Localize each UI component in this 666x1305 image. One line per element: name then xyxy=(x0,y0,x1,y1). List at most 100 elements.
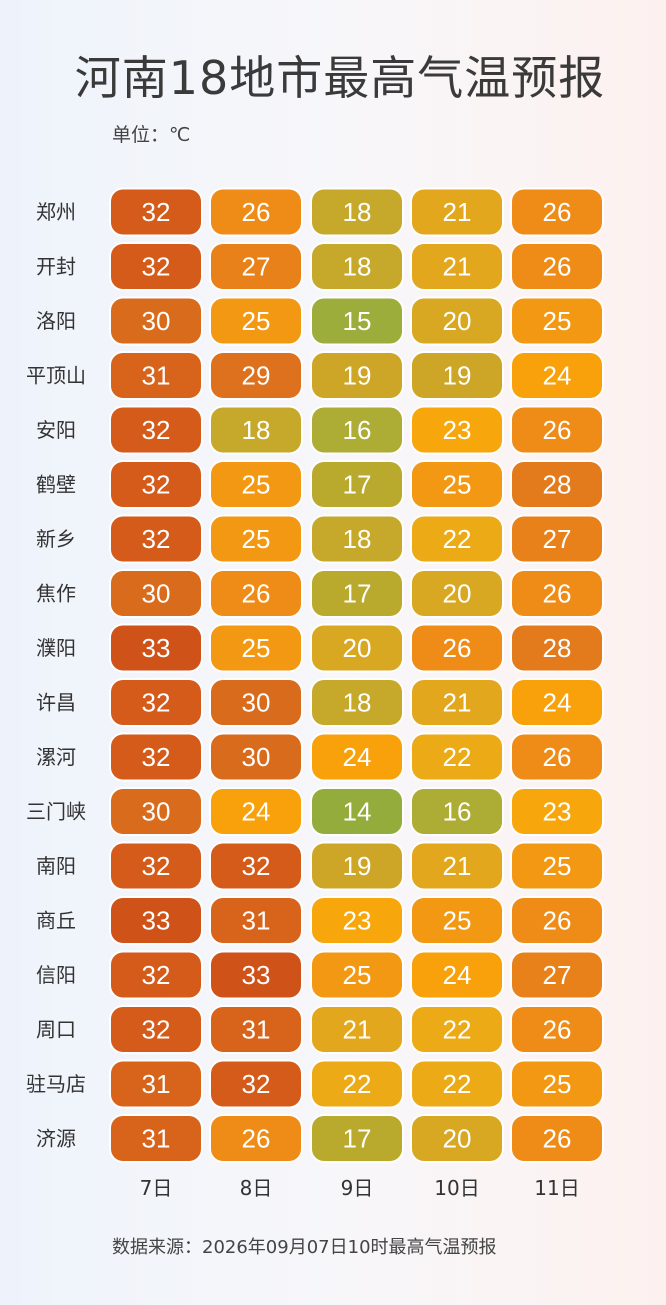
cell-value: 24 xyxy=(242,797,271,827)
cell-value: 23 xyxy=(343,906,372,936)
column-label-3: 10日 xyxy=(434,1176,479,1200)
heatmap-cell xyxy=(412,1061,502,1107)
row-label-9: 许昌 xyxy=(36,691,76,715)
heatmap-cell xyxy=(512,1061,602,1107)
cell-value: 21 xyxy=(443,252,472,282)
heatmap-cell xyxy=(211,625,301,671)
row-label-2: 洛阳 xyxy=(36,309,76,333)
heatmap-cell xyxy=(512,407,602,453)
heatmap-cell xyxy=(312,244,402,289)
cell-value: 27 xyxy=(543,524,572,554)
heatmap-cell xyxy=(312,298,402,344)
cell-value: 18 xyxy=(242,415,271,445)
heatmap-cell xyxy=(111,298,201,344)
heatmap-cell xyxy=(211,244,301,289)
heatmap-cell xyxy=(211,789,301,834)
heatmap-cell xyxy=(111,1007,201,1052)
heatmap-cell xyxy=(111,898,201,943)
cell-value: 19 xyxy=(443,361,472,391)
heatmap-cell xyxy=(111,680,201,725)
row-label-17: 济源 xyxy=(36,1127,76,1151)
heatmap-cell xyxy=(211,843,301,889)
heatmap-cell xyxy=(211,407,301,453)
cell-value: 32 xyxy=(142,851,171,881)
cell-value: 32 xyxy=(142,470,171,500)
cell-value: 22 xyxy=(443,524,472,554)
row-label-8: 濮阳 xyxy=(36,636,76,660)
heatmap-cell xyxy=(412,571,502,616)
cell-value: 21 xyxy=(343,1015,372,1045)
heatmap-cell xyxy=(312,571,402,616)
cell-value: 26 xyxy=(543,1015,572,1045)
heatmap-cell xyxy=(412,244,502,289)
heatmap-cell xyxy=(412,353,502,398)
cell-value: 18 xyxy=(343,197,372,227)
heatmap-cell xyxy=(412,516,502,562)
cell-value: 22 xyxy=(443,1069,472,1099)
cell-value: 27 xyxy=(242,252,271,282)
column-label-0: 7日 xyxy=(140,1176,173,1200)
heatmap-cell xyxy=(211,189,301,235)
cell-value: 19 xyxy=(343,851,372,881)
heatmap-cell xyxy=(412,952,502,998)
heatmap-cell xyxy=(312,407,402,453)
cell-value: 26 xyxy=(543,906,572,936)
cell-value: 24 xyxy=(543,688,572,718)
cell-value: 31 xyxy=(242,906,271,936)
cell-value: 26 xyxy=(543,252,572,282)
cell-value: 17 xyxy=(343,1124,372,1154)
heatmap-cell xyxy=(211,298,301,344)
cell-value: 32 xyxy=(142,524,171,554)
heatmap-cell xyxy=(512,298,602,344)
row-label-11: 三门峡 xyxy=(26,800,86,824)
heatmap-cell xyxy=(211,734,301,780)
row-label-14: 信阳 xyxy=(36,963,76,987)
cell-value: 25 xyxy=(242,633,271,663)
heatmap-cell xyxy=(512,516,602,562)
row-label-4: 安阳 xyxy=(36,418,76,442)
cell-value: 18 xyxy=(343,524,372,554)
heatmap-cell xyxy=(412,407,502,453)
cell-value: 26 xyxy=(543,1124,572,1154)
cell-value: 32 xyxy=(142,1015,171,1045)
cell-value: 26 xyxy=(443,633,472,663)
cell-value: 23 xyxy=(443,415,472,445)
row-label-0: 郑州 xyxy=(36,200,76,224)
cell-value: 29 xyxy=(242,361,271,391)
row-label-6: 新乡 xyxy=(36,527,76,551)
cell-value: 28 xyxy=(543,470,572,500)
heatmap-cell xyxy=(312,516,402,562)
cell-value: 21 xyxy=(443,197,472,227)
heatmap-cell xyxy=(312,680,402,725)
cell-value: 32 xyxy=(142,688,171,718)
heatmap-cell xyxy=(111,353,201,398)
heatmap-cell xyxy=(111,516,201,562)
heatmap-cell xyxy=(412,680,502,725)
heatmap-cell xyxy=(412,843,502,889)
heatmap-cell xyxy=(312,189,402,235)
row-label-16: 驻马店 xyxy=(26,1072,86,1096)
cell-value: 27 xyxy=(543,960,572,990)
heatmap-cell xyxy=(512,898,602,943)
cell-value: 22 xyxy=(443,742,472,772)
cell-value: 32 xyxy=(242,851,271,881)
column-label-4: 11日 xyxy=(534,1176,579,1200)
heatmap-cell xyxy=(412,734,502,780)
cell-value: 32 xyxy=(142,197,171,227)
heatmap-cell xyxy=(111,734,201,780)
cell-value: 30 xyxy=(142,797,171,827)
heatmap-cell xyxy=(512,1116,602,1161)
heatmap-cell xyxy=(312,789,402,834)
page-title: 河南18地市最高气温预报 xyxy=(74,51,606,105)
heatmap-cell xyxy=(111,407,201,453)
cell-value: 26 xyxy=(543,742,572,772)
heatmap-cell xyxy=(111,189,201,235)
cell-value: 24 xyxy=(343,742,372,772)
heatmap-cell xyxy=(111,571,201,616)
heatmap-cell xyxy=(412,298,502,344)
unit-label: 单位：℃ xyxy=(112,124,191,146)
cell-value: 28 xyxy=(543,633,572,663)
cell-value: 20 xyxy=(443,579,472,609)
heatmap-cell xyxy=(512,734,602,780)
heatmap-cell xyxy=(211,516,301,562)
